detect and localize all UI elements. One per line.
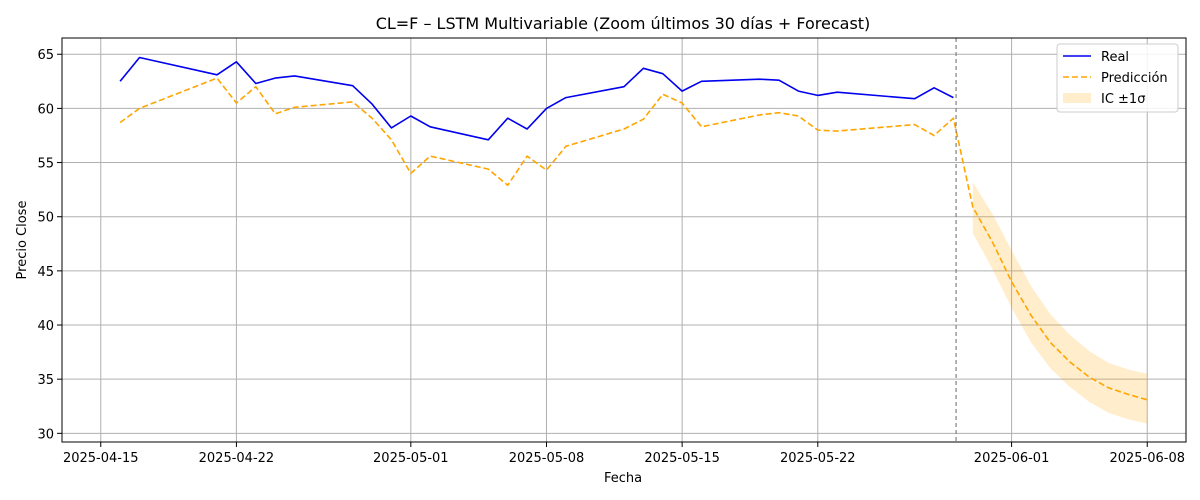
y-tick-label: 30 xyxy=(37,427,54,442)
y-tick-label: 45 xyxy=(37,265,54,280)
x-tick-label: 2025-05-15 xyxy=(644,451,720,466)
legend: Real Predicción IC ±1σ xyxy=(1056,43,1179,113)
chart-title: CL=F – LSTM Multivariable (Zoom últimos … xyxy=(376,14,871,33)
legend-box xyxy=(1056,43,1179,113)
y-tick-label: 40 xyxy=(37,319,54,334)
series-real-line xyxy=(119,56,954,141)
legend-item-ic-swatch xyxy=(1063,93,1091,103)
y-tick-label: 55 xyxy=(37,157,54,172)
x-axis-label: Fecha xyxy=(604,471,642,486)
y-tick-label: 65 xyxy=(37,48,54,63)
x-tick-label: 2025-05-08 xyxy=(509,451,585,466)
series-prediccion-line xyxy=(119,77,1148,401)
axis-ticks: 2025-04-15 2025-04-22 2025-05-01 2025-05-08… xyxy=(37,48,1185,466)
legend-item-real: Real xyxy=(1101,50,1129,65)
y-tick-label: 35 xyxy=(37,373,54,388)
x-tick-label: 2025-06-08 xyxy=(1109,451,1185,466)
confidence-band xyxy=(972,182,1148,424)
y-axis-label: Precio Close xyxy=(15,201,30,280)
series-lines xyxy=(119,56,1148,401)
x-tick-label: 2025-04-15 xyxy=(63,451,139,466)
y-tick-label: 60 xyxy=(37,102,54,117)
legend-item-ic: IC ±1σ xyxy=(1101,92,1145,107)
legend-item-prediccion: Predicción xyxy=(1101,71,1168,86)
grid xyxy=(62,38,1186,442)
x-tick-label: 2025-05-01 xyxy=(373,451,449,466)
x-tick-label: 2025-05-22 xyxy=(780,451,856,466)
x-tick-label: 2025-04-22 xyxy=(199,451,275,466)
x-tick-label: 2025-06-01 xyxy=(974,451,1050,466)
ic-band-area xyxy=(972,182,1148,424)
plot-frame xyxy=(61,37,1187,443)
y-tick-label: 50 xyxy=(37,211,54,226)
